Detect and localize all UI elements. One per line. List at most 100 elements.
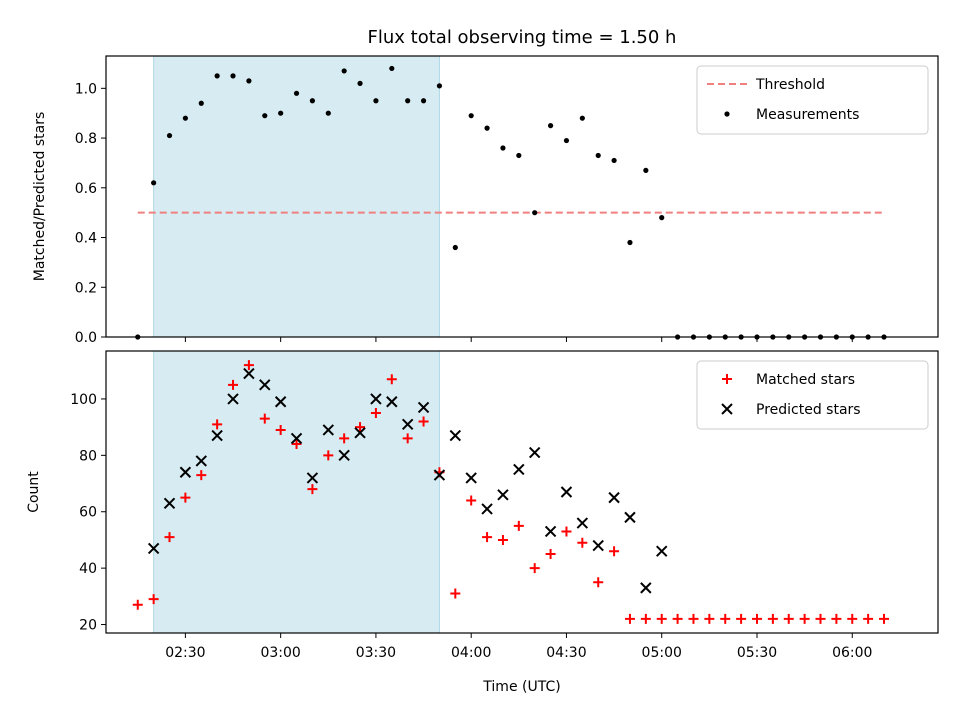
series-0-point: [307, 484, 318, 495]
series-0-point: [386, 374, 397, 385]
series-0-point: [482, 532, 493, 543]
series-1-point: [147, 542, 160, 555]
observing-span-shading: [153, 350, 440, 634]
series-0-point: [325, 110, 331, 116]
legend-label: Threshold: [755, 77, 825, 93]
series-0-point: [529, 563, 540, 574]
series-0-point: [180, 492, 191, 503]
series-1-point: [417, 401, 430, 414]
series-0-point: [148, 594, 159, 605]
series-0-point: [577, 537, 588, 548]
series-1-point: [354, 427, 366, 439]
series-0-point: [278, 110, 284, 116]
series-0-point: [436, 83, 443, 89]
series-0-point: [659, 215, 665, 221]
series-0-point: [262, 113, 268, 119]
y-tick-label: 0.0: [75, 330, 97, 346]
series-1-point: [576, 517, 589, 529]
series-0-point: [259, 413, 270, 424]
series-0-point: [545, 549, 556, 560]
series-0-point: [532, 210, 538, 216]
series-1-point: [481, 503, 493, 515]
series-0-point: [593, 577, 604, 588]
series-1-point: [497, 489, 509, 501]
series-1-point: [227, 393, 239, 405]
series-0-point: [547, 123, 554, 129]
legend-swatch: [722, 374, 732, 384]
series-1-point: [449, 429, 462, 442]
series-1-point: [624, 511, 636, 524]
y-tick-label: 1.0: [75, 81, 97, 97]
series-0-point: [783, 613, 794, 624]
series-0-point: [767, 613, 778, 624]
x-tick-label: 05:30: [737, 645, 777, 661]
x-tick-label: 04:30: [546, 645, 586, 661]
x-tick-label: 02:30: [165, 645, 205, 661]
series-0-point: [418, 416, 429, 427]
series-0-point: [450, 588, 461, 599]
series-0-point: [402, 433, 413, 444]
series-1-point: [592, 539, 604, 552]
y-tick-label: 60: [79, 505, 97, 521]
series-0-point: [643, 167, 649, 173]
legend-box: [696, 65, 929, 135]
series-1-point: [513, 463, 525, 476]
series-1-point: [640, 582, 652, 594]
series-0-point: [500, 145, 506, 151]
series-0-point: [373, 98, 379, 104]
series-1-point: [259, 379, 271, 391]
series-0-point: [370, 408, 381, 419]
series-0-point: [466, 495, 477, 506]
series-0-point: [323, 450, 334, 461]
series-0-point: [751, 613, 762, 624]
axes-frame: [105, 350, 939, 634]
series-0-point: [275, 424, 286, 435]
series-0-point: [595, 152, 601, 159]
series-0-point: [151, 180, 157, 186]
chart-title: Flux total observing time = 1.50 h: [368, 27, 677, 48]
series-0-point: [627, 239, 633, 246]
series-0-point: [355, 422, 366, 433]
series-0-point: [720, 613, 731, 624]
x-tick-label: 05:00: [642, 645, 682, 661]
legend-swatch: [724, 111, 730, 117]
series-1-point: [465, 472, 477, 484]
x-tick-label: 03:30: [356, 645, 396, 661]
series-0-point: [847, 613, 858, 624]
y-tick-label: 0.2: [75, 280, 97, 296]
y-tick-label: 20: [79, 618, 97, 634]
series-0-point: [624, 613, 635, 624]
y-tick-label: 0.8: [75, 131, 97, 147]
series-1-point: [544, 525, 557, 538]
series-1-point: [386, 396, 398, 408]
series-0-point: [182, 115, 188, 121]
count-panel: 20 40 60 80 100 02:30 03:00 03:30 04:00 04:30 05:0…: [26, 350, 939, 661]
series-0-point: [563, 137, 570, 144]
series-1-point: [211, 429, 223, 442]
series-0-point: [688, 613, 699, 624]
series-0-point: [228, 379, 239, 390]
series-0-point: [672, 613, 683, 624]
y-tick-label: 0.6: [75, 181, 97, 197]
legend-label: Matched stars: [756, 372, 855, 388]
series-0-point: [497, 534, 508, 545]
series-1-point: [433, 469, 446, 481]
series-0-point: [405, 98, 411, 104]
legend-box: [696, 360, 929, 430]
series-0-point: [484, 125, 490, 131]
series-0-point: [704, 613, 715, 624]
x-tick-label: 04:00: [451, 645, 491, 661]
series-0-point: [198, 100, 204, 106]
y-axis-label: Matched/Predicted stars: [32, 112, 48, 282]
series-0-point: [815, 613, 826, 624]
series-0-point: [196, 470, 207, 481]
series-0-point: [230, 73, 236, 79]
series-0-point: [452, 244, 458, 251]
series-1-point: [656, 545, 668, 557]
series-0-point: [831, 613, 842, 624]
series-1-point: [560, 486, 573, 498]
series-1-point: [401, 418, 414, 431]
series-0-point: [579, 115, 585, 121]
series-0-point: [357, 80, 363, 86]
